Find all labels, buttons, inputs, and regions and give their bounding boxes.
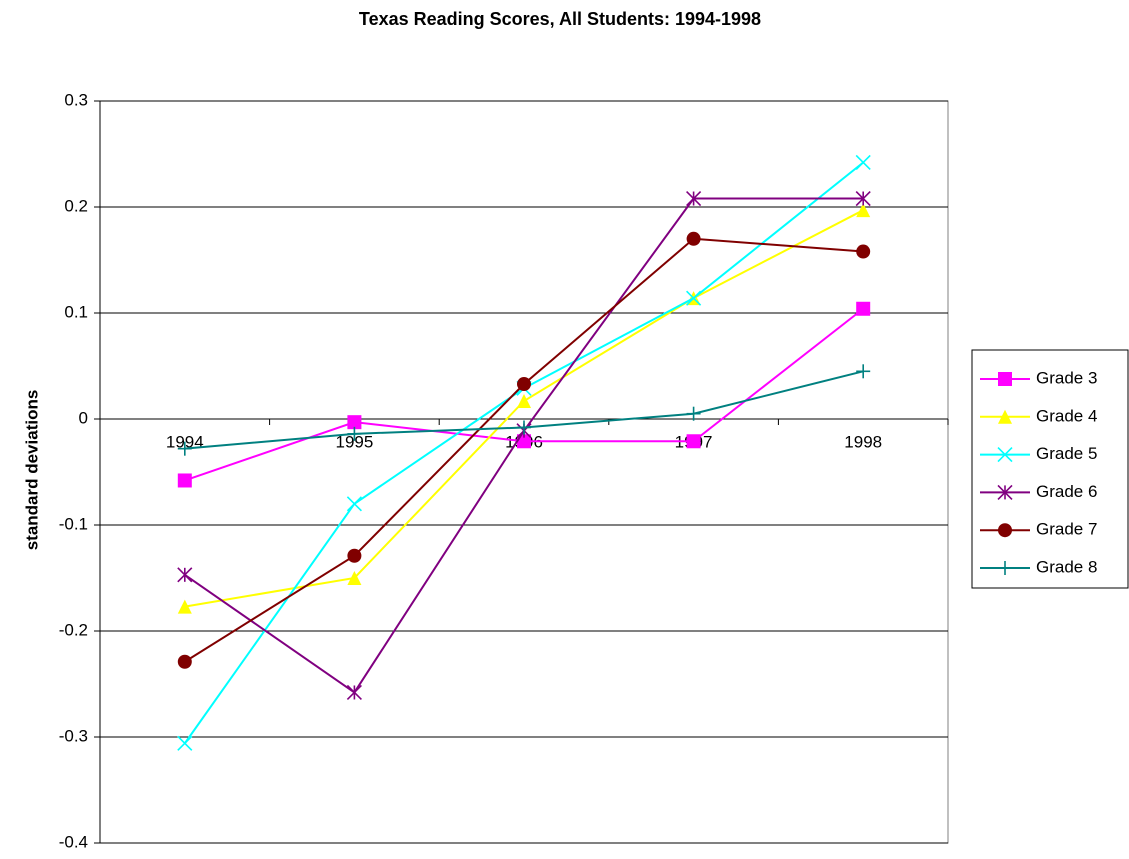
marker-shape bbox=[347, 415, 362, 430]
marker bbox=[686, 190, 702, 207]
marker bbox=[856, 364, 871, 379]
legend-label: Grade 8 bbox=[1036, 557, 1097, 576]
marker-stroke bbox=[346, 496, 362, 512]
marker bbox=[347, 426, 362, 441]
x-tick-label: 1998 bbox=[844, 432, 882, 451]
marker bbox=[346, 496, 362, 512]
marker-shape bbox=[347, 548, 362, 563]
x-tick-label: 1995 bbox=[335, 432, 373, 451]
series-line bbox=[183, 161, 864, 744]
chart-title: Texas Reading Scores, All Students: 1994… bbox=[359, 9, 761, 29]
marker bbox=[347, 571, 362, 585]
marker-stroke bbox=[997, 447, 1013, 463]
marker-shape bbox=[686, 231, 701, 246]
marker-shape bbox=[347, 571, 362, 585]
legend-label: Grade 7 bbox=[1036, 520, 1097, 539]
marker-shape bbox=[998, 372, 1012, 386]
legend-label: Grade 6 bbox=[1036, 482, 1097, 501]
y-tick-label: 0.3 bbox=[64, 90, 88, 109]
marker-shape bbox=[998, 523, 1012, 538]
plot-area bbox=[99, 100, 949, 844]
marker-shape bbox=[517, 377, 531, 392]
marker bbox=[998, 372, 1012, 386]
y-tick-label: 0 bbox=[79, 408, 88, 427]
y-tick-label: 0.1 bbox=[64, 302, 88, 321]
marker bbox=[856, 301, 871, 316]
y-tick-label: -0.1 bbox=[59, 514, 88, 533]
marker bbox=[998, 523, 1012, 538]
y-tick-label: -0.2 bbox=[59, 620, 88, 639]
legend-label: Grade 4 bbox=[1036, 406, 1097, 425]
marker bbox=[517, 377, 531, 392]
marker-shape bbox=[686, 434, 701, 449]
marker-stroke bbox=[686, 290, 702, 306]
legend-label: Grade 3 bbox=[1036, 368, 1097, 387]
marker-shape bbox=[998, 409, 1012, 424]
marker-shape bbox=[856, 203, 871, 218]
marker bbox=[686, 290, 702, 306]
y-tick-label: -0.4 bbox=[59, 832, 88, 851]
marker bbox=[177, 735, 193, 751]
marker bbox=[177, 654, 192, 669]
marker bbox=[177, 567, 193, 583]
y-tick-label: -0.3 bbox=[59, 726, 88, 745]
marker-shape bbox=[177, 654, 192, 669]
marker-stroke bbox=[177, 735, 193, 751]
legend-box bbox=[971, 349, 1129, 589]
marker-shape bbox=[177, 599, 192, 614]
marker bbox=[686, 434, 701, 449]
marker-shape bbox=[177, 473, 192, 488]
marker bbox=[856, 244, 871, 259]
legend-label: Grade 5 bbox=[1036, 444, 1097, 463]
marker bbox=[347, 548, 362, 563]
marker bbox=[998, 409, 1012, 424]
marker bbox=[998, 561, 1012, 575]
marker bbox=[686, 231, 701, 246]
marker bbox=[686, 406, 701, 421]
marker bbox=[855, 154, 871, 171]
marker bbox=[517, 420, 531, 435]
marker bbox=[855, 190, 871, 207]
marker-shape bbox=[856, 301, 871, 316]
marker bbox=[346, 684, 362, 701]
marker-shape bbox=[517, 393, 531, 408]
marker bbox=[517, 393, 531, 408]
marker bbox=[997, 447, 1013, 463]
y-tick-label: 0.2 bbox=[64, 196, 88, 215]
y-axis-title: standard deviations bbox=[22, 390, 41, 551]
marker bbox=[177, 473, 192, 488]
marker bbox=[177, 441, 192, 456]
marker bbox=[997, 484, 1013, 500]
marker-shape bbox=[856, 244, 871, 259]
marker bbox=[856, 203, 871, 218]
marker bbox=[177, 599, 192, 614]
marker bbox=[347, 415, 362, 430]
marker-stroke bbox=[855, 154, 871, 171]
series-line bbox=[184, 209, 864, 608]
